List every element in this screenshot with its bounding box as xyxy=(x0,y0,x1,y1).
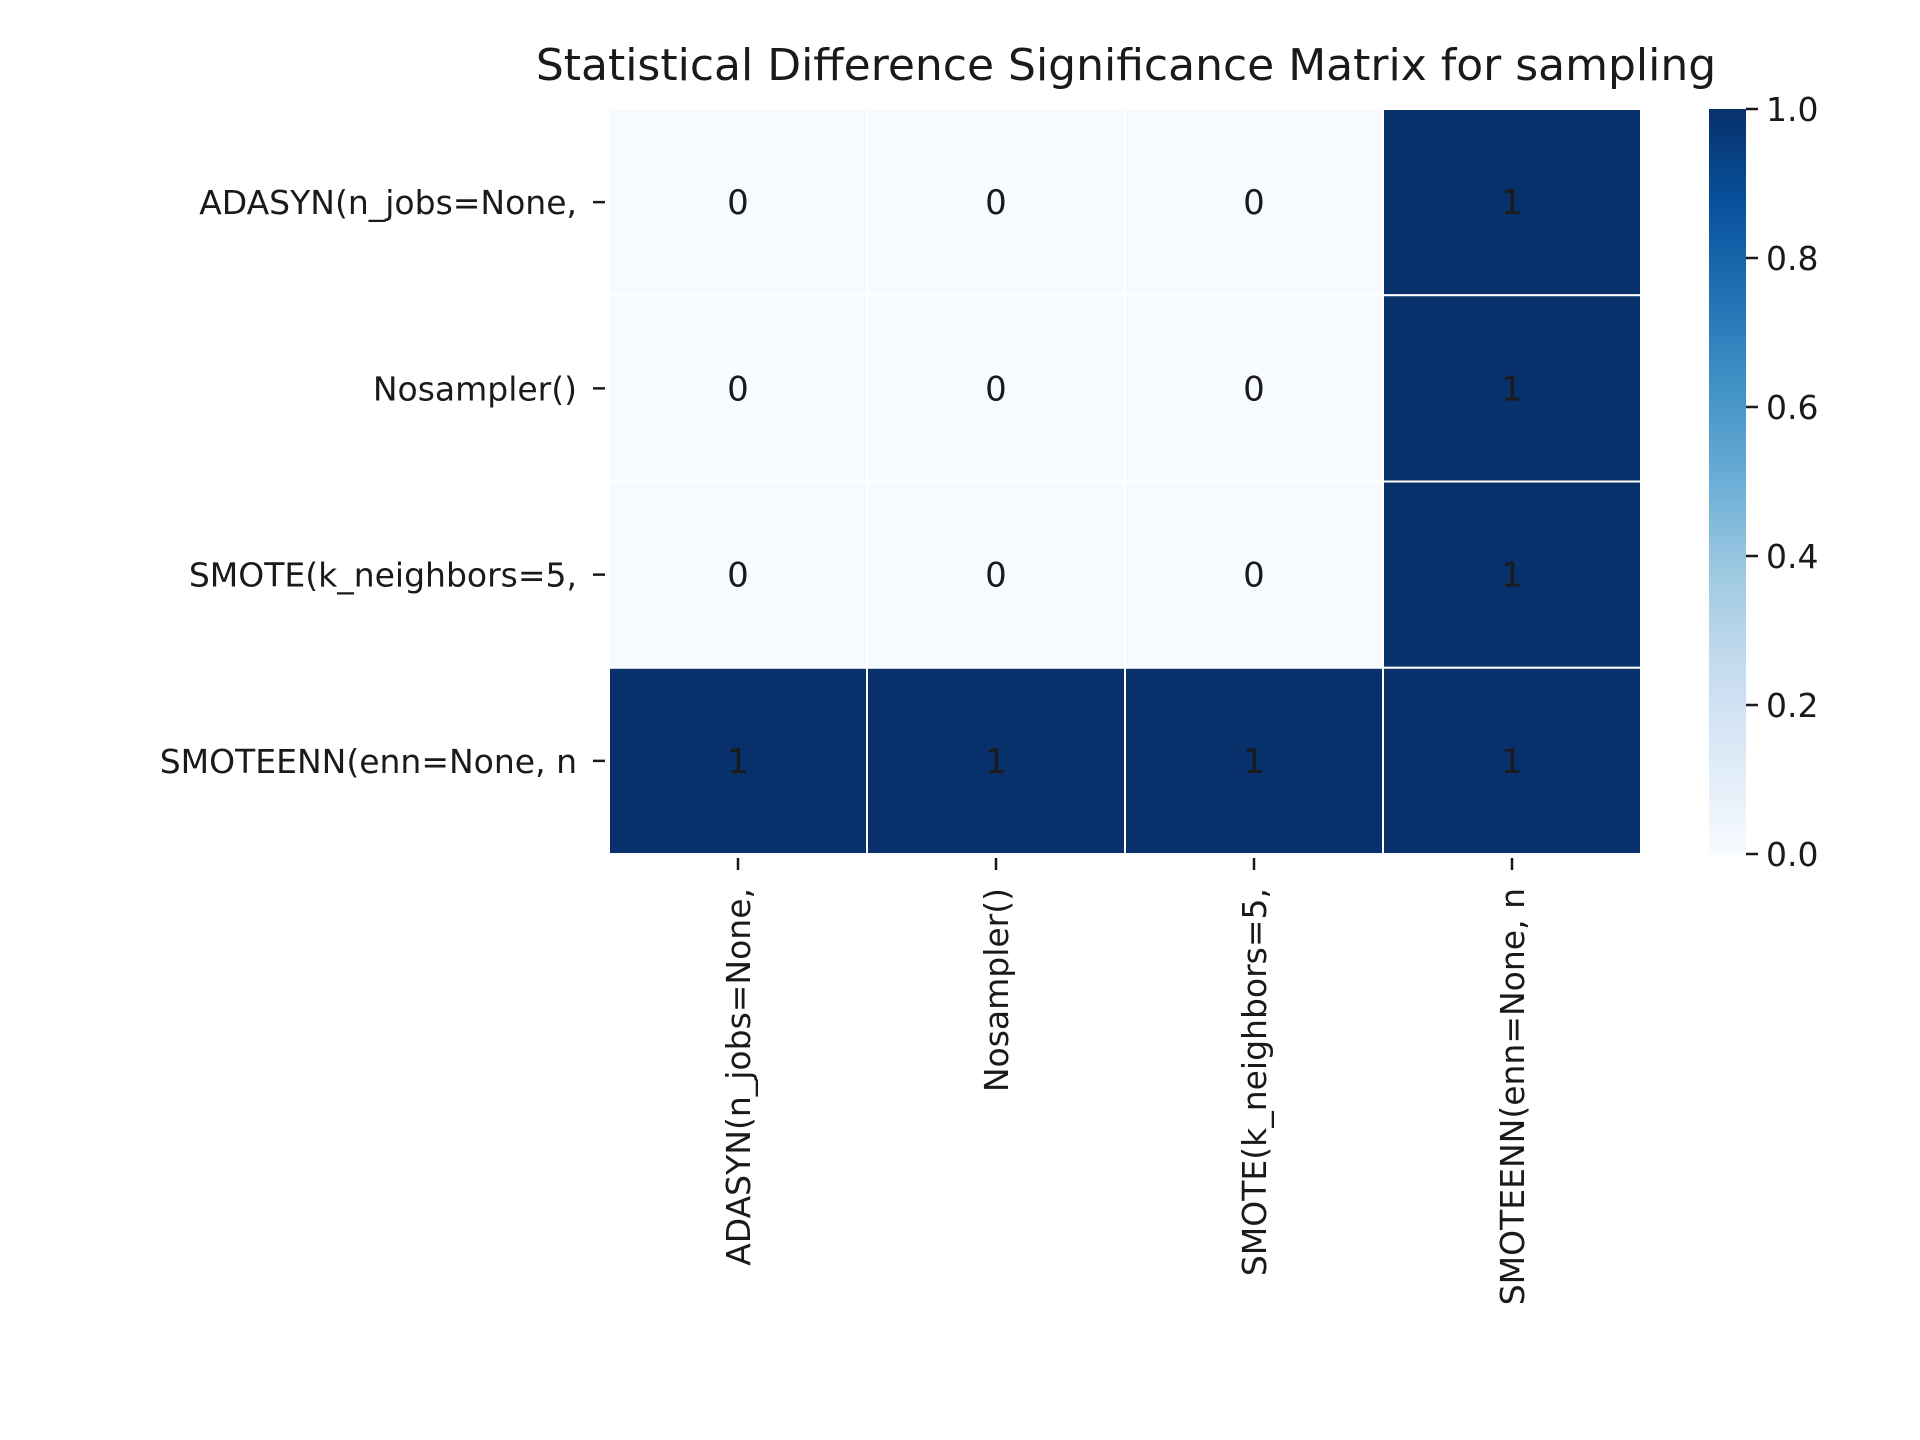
cell-value-label: 0 xyxy=(727,183,749,223)
x-tick-label: ADASYN(n_jobs=None, xyxy=(719,888,758,1266)
heatmap-cell-r1-c1 xyxy=(866,294,1126,483)
y-axis: ADASYN(n_jobs=None, Nosampler() SMOTE(k_ne… xyxy=(160,183,605,781)
heatmap-cell-r2-c3 xyxy=(1382,480,1642,669)
heatmap-cell-r1-c3 xyxy=(1382,294,1642,483)
heatmap-cell-r3-c0 xyxy=(608,666,868,855)
cell-value-label: 1 xyxy=(1243,742,1265,782)
heatmap-cell-r1-c0 xyxy=(608,294,868,483)
cell-value-label: 0 xyxy=(1243,183,1265,223)
colorbar: 0.0 0.2 0.4 0.6 0.8 1.0 xyxy=(1709,90,1818,874)
cell-value-label: 0 xyxy=(727,556,749,596)
cell-value-label: 0 xyxy=(985,556,1007,596)
heatmap-cell-r2-c1 xyxy=(866,480,1126,669)
y-tick-label: SMOTEENN(enn=None, n xyxy=(160,742,577,781)
colorbar-tick-label: 0.8 xyxy=(1766,239,1818,278)
heatmap-cell-r3-c1 xyxy=(866,666,1126,855)
cell-value-label: 0 xyxy=(985,183,1007,223)
colorbar-tick-label: 0.6 xyxy=(1766,388,1818,427)
colorbar-tick-label: 0.4 xyxy=(1766,537,1818,576)
y-tick-label: SMOTE(k_neighbors=5, xyxy=(189,556,577,595)
heatmap-cell-r0-c2 xyxy=(1124,108,1384,297)
y-tick-label: Nosampler() xyxy=(373,369,577,408)
x-tick-label: Nosampler() xyxy=(977,888,1016,1092)
cell-value-label: 1 xyxy=(1501,556,1523,596)
y-tick-label: ADASYN(n_jobs=None, xyxy=(199,183,577,222)
chart-title: Statistical Difference Significance Matr… xyxy=(536,40,1716,91)
cell-value-label: 1 xyxy=(1501,369,1523,409)
heatmap-cell-r0-c0 xyxy=(608,108,868,297)
heatmap-cell-r0-c3 xyxy=(1382,108,1642,297)
cell-value-label: 0 xyxy=(1243,556,1265,596)
cell-value-label: 1 xyxy=(1501,183,1523,223)
colorbar-tick-label: 0.0 xyxy=(1766,835,1818,874)
heatmap-grid xyxy=(608,108,1642,855)
x-tick-label: SMOTEENN(enn=None, n xyxy=(1493,888,1532,1305)
heatmap-cell-r3-c3 xyxy=(1382,666,1642,855)
colorbar-tick-label: 0.2 xyxy=(1766,686,1818,725)
cell-value-label: 0 xyxy=(1243,369,1265,409)
cell-value-label: 0 xyxy=(985,369,1007,409)
colorbar-tick-label: 1.0 xyxy=(1766,90,1818,129)
x-tick-label: SMOTE(k_neighbors=5, xyxy=(1235,888,1274,1276)
heatmap-cell-r0-c1 xyxy=(866,108,1126,297)
heatmap-cell-r3-c2 xyxy=(1124,666,1384,855)
cell-value-label: 0 xyxy=(727,369,749,409)
cell-value-label: 1 xyxy=(985,742,1007,782)
cell-value-label: 1 xyxy=(727,742,749,782)
cell-value-label: 1 xyxy=(1501,742,1523,782)
heatmap-cell-labels: 0 0 0 1 0 0 0 1 0 0 0 1 1 1 1 1 xyxy=(727,183,1523,782)
x-axis: ADASYN(n_jobs=None, Nosampler() SMOTE(k_ne… xyxy=(719,858,1532,1305)
colorbar-gradient-bar xyxy=(1709,109,1746,854)
